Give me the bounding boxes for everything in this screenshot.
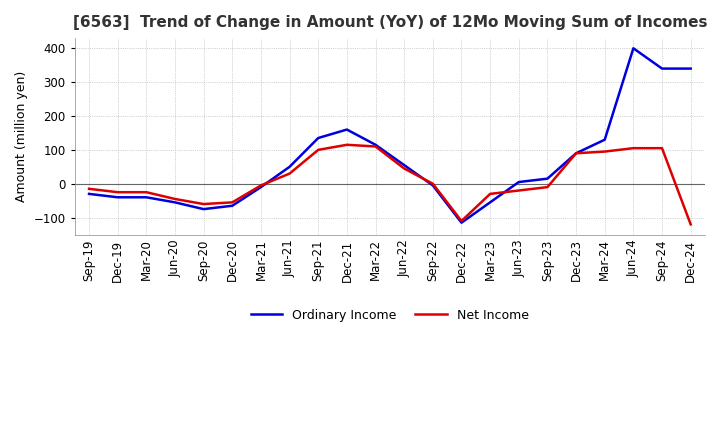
Ordinary Income	[171, 200, 179, 205]
Ordinary Income	[572, 150, 580, 156]
Net Income	[314, 147, 323, 153]
Net Income	[256, 183, 265, 188]
Net Income	[199, 202, 208, 207]
Net Income	[113, 190, 122, 195]
Net Income	[142, 190, 150, 195]
Ordinary Income	[515, 180, 523, 185]
Ordinary Income	[428, 183, 437, 188]
Legend: Ordinary Income, Net Income: Ordinary Income, Net Income	[246, 304, 534, 326]
Net Income	[515, 188, 523, 193]
Ordinary Income	[228, 203, 237, 209]
Ordinary Income	[85, 191, 94, 197]
Net Income	[400, 166, 408, 171]
Ordinary Income	[142, 194, 150, 200]
Ordinary Income	[372, 142, 380, 147]
Net Income	[85, 186, 94, 191]
Ordinary Income	[400, 162, 408, 168]
Ordinary Income	[629, 46, 638, 51]
Net Income	[657, 146, 666, 151]
Net Income	[228, 200, 237, 205]
Net Income	[572, 150, 580, 156]
Ordinary Income	[486, 200, 495, 205]
Ordinary Income	[199, 206, 208, 212]
Ordinary Income	[657, 66, 666, 71]
Net Income	[629, 146, 638, 151]
Ordinary Income	[113, 194, 122, 200]
Ordinary Income	[543, 176, 552, 181]
Net Income	[686, 222, 695, 227]
Net Income	[372, 144, 380, 149]
Ordinary Income	[457, 220, 466, 225]
Ordinary Income	[314, 136, 323, 141]
Net Income	[428, 181, 437, 187]
Ordinary Income	[600, 137, 609, 143]
Net Income	[171, 196, 179, 202]
Ordinary Income	[256, 184, 265, 190]
Title: [6563]  Trend of Change in Amount (YoY) of 12Mo Moving Sum of Incomes: [6563] Trend of Change in Amount (YoY) o…	[73, 15, 707, 30]
Y-axis label: Amount (million yen): Amount (million yen)	[15, 71, 28, 202]
Line: Net Income: Net Income	[89, 145, 690, 224]
Net Income	[543, 184, 552, 190]
Line: Ordinary Income: Ordinary Income	[89, 48, 690, 223]
Net Income	[285, 171, 294, 176]
Net Income	[600, 149, 609, 154]
Ordinary Income	[285, 164, 294, 169]
Ordinary Income	[686, 66, 695, 71]
Net Income	[343, 142, 351, 147]
Net Income	[457, 218, 466, 224]
Net Income	[486, 191, 495, 197]
Ordinary Income	[343, 127, 351, 132]
